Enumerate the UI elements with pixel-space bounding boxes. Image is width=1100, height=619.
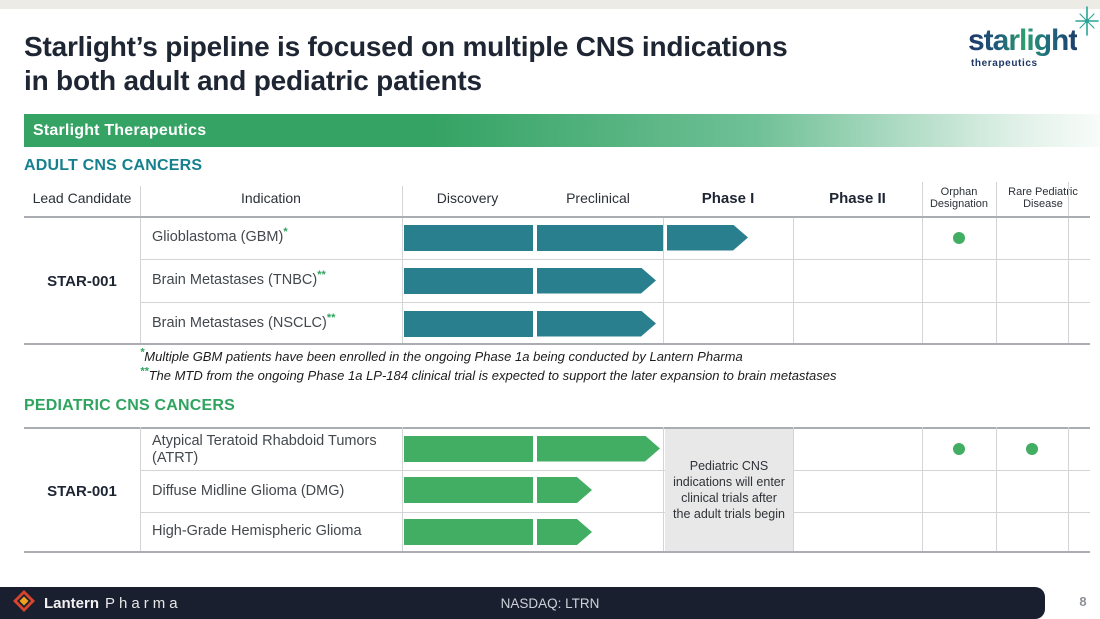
footnote-marker: ** [317,269,326,282]
lantern-pharma-wordmark: Lantern Pharma [44,594,182,612]
table-top-border [24,427,1090,429]
pediatric-section-title: PEDIATRIC CNS CANCERS [24,397,236,414]
adult-section-title: ADULT CNS CANCERS [24,157,203,174]
pipeline-arrow-head [537,519,592,545]
starlight-therapeutics-banner: Starlight Therapeutics [24,114,1100,147]
slide-title-line2: in both adult and pediatric patients [24,65,482,96]
footnote-marker: * [283,226,288,239]
grid-vline [140,186,141,345]
rare-pediatric-disease-dot [1026,442,1038,455]
grid-vline [996,427,997,551]
grid-vline [793,216,794,345]
row-divider [140,259,1090,260]
pipeline-arrow-segment [404,310,533,337]
indication-cell: Atypical Teratoid Rhabdoid Tumors (ATRT) [152,432,377,466]
pipeline-arrow-segment [404,477,533,503]
col-header-rare: Rare Pediatric Disease [1008,186,1078,210]
row-divider [140,512,1090,513]
top-strip [0,0,1100,9]
ticker-label: NASDAQ: LTRN [500,595,600,611]
pipeline-arrow-segment [404,519,533,545]
col-header-discovery: Discovery [436,190,499,206]
grid-vline [663,427,664,551]
adult-lead-candidate: STAR-001 [47,273,117,290]
pipeline-arrow-head [537,311,656,337]
grid-vline [402,186,403,345]
pipeline-arrow-segment [537,224,663,251]
table-bottom-border [24,551,1090,553]
table-bottom-border [24,343,1090,345]
grid-vline [1068,182,1069,345]
header-divider [24,216,1090,218]
pipeline-arrow-segment [404,224,533,251]
pipeline-arrow-head [537,268,656,294]
grid-vline [996,182,997,345]
row-divider [140,470,1090,471]
pipeline-arrow-head [537,477,592,503]
lantern-logo-icon [12,589,36,618]
grid-vline [663,216,664,345]
indication-cell: Diffuse Midline Glioma (DMG) [152,482,345,499]
col-header-phase2: Phase II [829,189,886,207]
orphan-designation-dot [953,442,965,455]
grid-vline [922,182,923,345]
pipeline-arrow-head [537,436,660,462]
pipeline-arrow-segment [404,267,533,294]
slide-title-line1: Starlight’s pipeline is focused on multi… [24,31,788,62]
pipeline-arrow-segment [404,435,533,462]
col-header-indication: Indication [241,190,301,206]
pediatric-pipeline-table: STAR-001 Atypical Teratoid Rhabdoid Tumo… [24,427,1090,553]
grid-vline [793,427,794,551]
col-header-orphan: Orphan Designation [929,186,989,210]
sparkle-icon [1072,6,1100,41]
pipeline-arrow-head [667,225,748,251]
footer-bar: Lantern Pharma NASDAQ: LTRN [0,587,1045,619]
footnote-2: **The MTD from the ongoing Phase 1a LP-1… [140,365,837,383]
grid-vline [402,427,403,551]
row-divider [140,302,1090,303]
col-header-lead: Lead Candidate [32,190,132,206]
grid-vline [1068,427,1069,551]
pediatric-note-box: Pediatric CNS indications will enter cli… [665,429,793,551]
pediatric-lead-candidate: STAR-001 [47,483,117,500]
banner-label: Starlight Therapeutics [33,121,207,139]
indication-cell: Brain Metastases (NSCLC)** [152,312,336,331]
grid-vline [140,427,141,551]
footnote-1: *Multiple GBM patients have been enrolle… [140,346,743,364]
starlight-wordmark: starlight [968,24,1078,57]
footnote-marker: ** [326,312,336,325]
col-header-preclinical: Preclinical [566,190,630,206]
col-header-phase1: Phase I [701,189,755,207]
slide-title: Starlight’s pipeline is focused on multi… [24,30,894,98]
orphan-designation-dot [953,231,965,244]
indication-cell: Glioblastoma (GBM)* [152,226,288,245]
grid-vline [922,427,923,551]
adult-pipeline-table: Lead Candidate Indication Discovery Prec… [24,180,1090,345]
footnotes: *Multiple GBM patients have been enrolle… [140,346,837,385]
indication-cell: Brain Metastases (TNBC)** [152,269,326,288]
indication-cell: High-Grade Hemispheric Glioma [152,523,362,539]
starlight-logo: starlight therapeutics [958,6,1099,69]
page-number: 8 [1079,594,1087,609]
starlight-sub: therapeutics [971,58,1038,69]
